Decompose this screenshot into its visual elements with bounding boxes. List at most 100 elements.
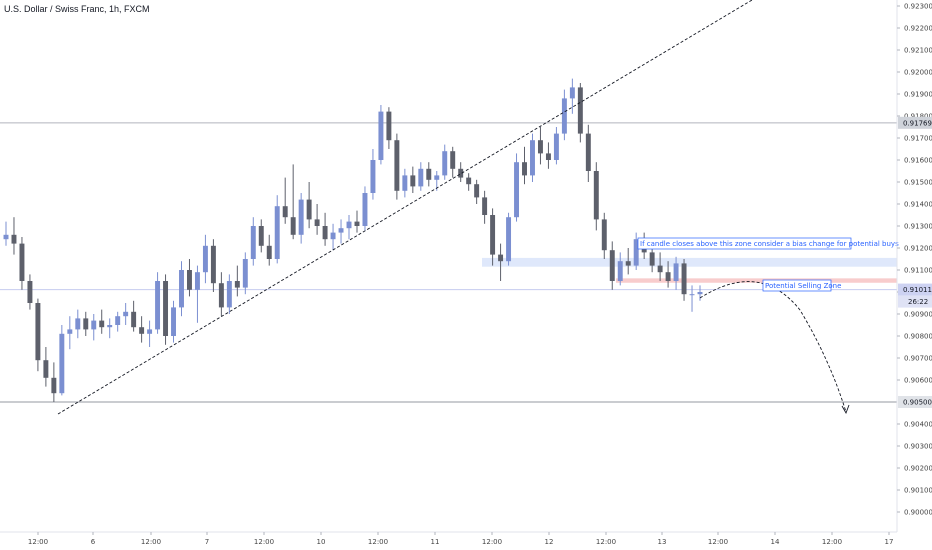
candle-body — [131, 311, 137, 328]
candle-body — [51, 377, 57, 394]
candle-body — [609, 250, 615, 281]
candle-body — [418, 168, 424, 187]
candle-body — [466, 177, 472, 185]
annotation-text-1: Potential Selling Zone — [765, 282, 841, 290]
candle-body — [649, 252, 655, 266]
candle-body — [553, 133, 559, 160]
candle-body — [386, 111, 392, 141]
candle-body — [282, 206, 288, 218]
time-tick-label: 13 — [658, 538, 667, 546]
candle-body — [665, 272, 671, 281]
price-axis[interactable]: 0.92300 0.92200 0.92100 0.92000 0.91900 0.918… — [897, 3, 932, 517]
candle-body — [59, 333, 65, 394]
candle-body — [530, 140, 535, 176]
price-tags-layer: 0.91769 0.91011 0.90500 26:22 — [898, 116, 932, 408]
candle-body — [171, 307, 176, 336]
candle-body — [490, 215, 496, 255]
candle-body — [338, 228, 344, 233]
candle-body — [402, 175, 408, 191]
candle-body — [378, 111, 384, 160]
candle-body — [306, 199, 312, 220]
candle-body — [394, 140, 400, 191]
candle-body — [498, 254, 504, 262]
candle-body — [561, 98, 567, 134]
time-tick-label: 12:00 — [708, 538, 728, 546]
time-tick-label: 12:00 — [822, 538, 842, 546]
price-tick-label: 0.91700 — [904, 135, 932, 143]
candle-body — [226, 281, 232, 308]
candle-body — [290, 217, 296, 235]
candle-body — [585, 133, 591, 171]
price-tick-label: 0.91300 — [904, 223, 932, 231]
candle-body — [107, 325, 113, 328]
time-tick-label: 6 — [91, 538, 96, 546]
annotation-box-1 — [762, 279, 832, 292]
price-tick-label: 0.90600 — [904, 377, 932, 385]
candle-body — [202, 245, 208, 273]
time-tick-label: 12:00 — [254, 538, 274, 546]
candle-body — [482, 197, 488, 215]
price-tick-label: 0.90700 — [904, 355, 932, 363]
time-tick-label: 10 — [317, 538, 326, 546]
candle-body — [218, 283, 224, 308]
time-tick-label: 12:00 — [28, 538, 48, 546]
candle-body — [266, 245, 272, 259]
candle-body — [617, 261, 623, 281]
candle-body — [99, 320, 105, 328]
price-tag-label-1: 0.91011 — [903, 286, 932, 294]
candle-body — [330, 232, 336, 240]
candle-body — [426, 168, 432, 180]
candle-body — [346, 221, 352, 229]
candles-layer — [3, 78, 703, 402]
candle-body — [155, 281, 161, 330]
candle-body — [569, 87, 575, 99]
price-tag-1 — [898, 283, 932, 296]
price-tick-label: 0.90800 — [904, 333, 932, 341]
candle-body — [545, 153, 551, 160]
candle-body — [442, 151, 448, 176]
candle-body — [67, 329, 73, 334]
time-tick-label: 12:00 — [482, 538, 502, 546]
candle-body — [314, 219, 320, 226]
candle-body — [474, 184, 480, 198]
price-tick-label: 0.90200 — [904, 465, 932, 473]
price-tick-label: 0.91800 — [904, 113, 932, 121]
time-axis[interactable]: 12:00 6 12:00 7 12:00 10 12:00 11 12:00 12 12:00 13… — [28, 532, 894, 546]
time-tick-label: 11 — [431, 538, 440, 546]
price-tick-label: 0.91600 — [904, 157, 932, 165]
candle-body — [633, 239, 639, 266]
candle-body — [434, 175, 440, 180]
projection-path[interactable] — [699, 281, 847, 413]
zone-0 — [482, 257, 897, 267]
candle-body — [458, 168, 464, 178]
candle-body — [274, 206, 280, 259]
candle-body — [593, 171, 599, 220]
price-tick-label: 0.92200 — [904, 25, 932, 33]
time-tick-label: 14 — [771, 538, 780, 546]
time-tick-label: 12:00 — [596, 538, 616, 546]
candle-body — [522, 162, 527, 176]
price-tick-label: 0.92100 — [904, 47, 932, 55]
candle-body — [673, 263, 679, 281]
candle-body — [139, 327, 145, 334]
projection-arrowhead-icon — [841, 404, 850, 415]
candle-body — [234, 281, 240, 288]
price-tick-label: 0.91400 — [904, 201, 932, 209]
countdown-tag — [898, 295, 932, 308]
candle-body — [681, 263, 687, 295]
horizontal-lines-layer — [0, 122, 897, 403]
candle-body — [186, 270, 192, 290]
chart-title: U.S. Dollar / Swiss Franc, 1h, FXCM — [4, 4, 150, 14]
zones-layer — [482, 257, 897, 283]
price-tick-label: 0.91900 — [904, 91, 932, 99]
price-tick-label: 0.90400 — [904, 421, 932, 429]
annotations-layer: If candle closes above this zone conside… — [637, 237, 899, 292]
price-tag-label-2: 0.90500 — [903, 399, 932, 407]
candle-body — [11, 234, 17, 244]
candle-body — [450, 151, 456, 169]
price-tick-label: 0.91200 — [904, 245, 932, 253]
candle-body — [322, 226, 328, 240]
time-tick-label: 17 — [885, 538, 894, 546]
price-tick-label: 0.92000 — [904, 69, 932, 77]
